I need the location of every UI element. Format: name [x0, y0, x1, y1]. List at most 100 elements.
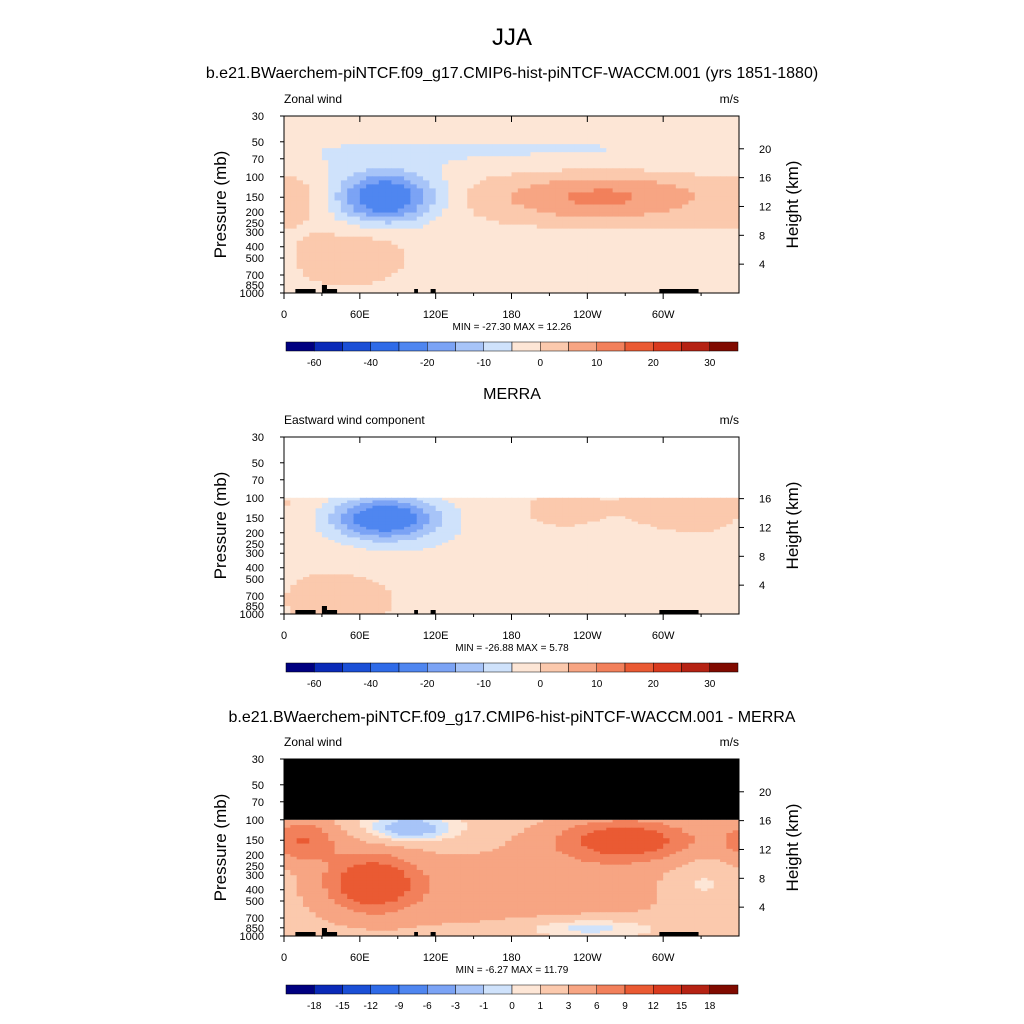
- contour-cell: [562, 276, 569, 282]
- contour-cell: [454, 553, 462, 557]
- contour-cell: [726, 220, 734, 226]
- contour-cell: [505, 276, 513, 282]
- contour-cell: [334, 537, 342, 541]
- contour-cell: [524, 208, 532, 214]
- contour-cell: [467, 248, 475, 254]
- contour-cell: [467, 132, 475, 137]
- contour-cell: [511, 260, 519, 266]
- contour-cell: [574, 244, 582, 250]
- contour-cell: [606, 244, 614, 250]
- contour-cell: [543, 252, 551, 258]
- contour-cell: [366, 553, 374, 557]
- contour-cell: [328, 168, 336, 173]
- contour-cell: [669, 236, 677, 242]
- contour-cell: [410, 224, 418, 230]
- contour-cell: [524, 244, 532, 250]
- contour-cell: [284, 168, 291, 173]
- contour-cell: [720, 526, 727, 531]
- contour-cell: [517, 260, 525, 266]
- contour-cell: [688, 196, 696, 202]
- contour-cell: [669, 212, 677, 218]
- contour-cell: [618, 547, 626, 552]
- contour-cell: [688, 236, 696, 242]
- contour-cell: [435, 555, 443, 560]
- contour-cell: [435, 216, 443, 222]
- contour-cell: [454, 521, 462, 525]
- contour-cell: [581, 513, 588, 517]
- contour-cell: [555, 503, 563, 507]
- contour-cell: [688, 168, 696, 173]
- contour-cell: [549, 236, 557, 242]
- contour-cell: [726, 497, 734, 502]
- contour-cell: [637, 124, 645, 129]
- contour-cell: [441, 252, 449, 258]
- contour-cell: [644, 244, 652, 250]
- contour-cell: [587, 553, 595, 557]
- contour-cell: [599, 555, 607, 560]
- contour-cell: [726, 272, 734, 278]
- contour-cell: [732, 236, 740, 242]
- contour-cell: [663, 534, 671, 538]
- contour-cell: [593, 152, 601, 157]
- contour-cell: [435, 558, 443, 562]
- contour-cell: [720, 547, 727, 552]
- contour-cell: [441, 220, 449, 226]
- contour-cell: [416, 136, 424, 141]
- contour-cell: [309, 124, 317, 129]
- contour-cell: [340, 204, 348, 210]
- contour-cell: [720, 204, 727, 210]
- contour-cell: [416, 172, 424, 177]
- y2-tick-label: 12: [759, 201, 771, 213]
- contour-cell: [713, 547, 721, 552]
- contour-cell: [505, 140, 513, 145]
- contour-cell: [612, 152, 620, 157]
- contour-cell: [593, 252, 601, 258]
- colorbar-box: [455, 341, 484, 352]
- contour-cell: [726, 268, 734, 274]
- contour-cell: [359, 550, 367, 554]
- contour-cell: [410, 510, 418, 515]
- contour-cell: [593, 284, 601, 290]
- contour-cell: [524, 240, 532, 246]
- contour-cell: [688, 216, 696, 222]
- contour-cell: [385, 204, 393, 210]
- contour-cell: [397, 196, 405, 202]
- contour-cell: [397, 228, 405, 234]
- contour-cell: [581, 497, 588, 502]
- contour-cell: [296, 532, 304, 536]
- contour-cell: [524, 558, 532, 562]
- contour-cell: [599, 116, 607, 121]
- contour-cell: [334, 224, 342, 230]
- contour-cell: [397, 558, 405, 562]
- contour-cell: [416, 284, 424, 290]
- contour-cell: [492, 500, 500, 504]
- contour-cell: [448, 288, 456, 294]
- contour-cell: [669, 540, 677, 544]
- contour-cell: [543, 240, 551, 246]
- contour-cell: [467, 120, 475, 125]
- contour-cell: [302, 136, 310, 141]
- contour-cell: [581, 244, 588, 250]
- contour-cell: [524, 284, 532, 290]
- contour-cell: [587, 188, 595, 194]
- contour-cell: [479, 537, 487, 541]
- contour-cell: [347, 228, 355, 234]
- contour-cell: [675, 124, 683, 129]
- contour-cell: [467, 164, 475, 169]
- contour-cell: [315, 288, 323, 294]
- contour-cell: [720, 248, 727, 254]
- contour-cell: [359, 264, 367, 270]
- contour-cell: [675, 524, 683, 528]
- contour-cell: [581, 128, 588, 133]
- contour-cell: [429, 228, 437, 234]
- contour-cell: [448, 521, 456, 525]
- contour-cell: [530, 518, 538, 523]
- contour-cell: [397, 518, 405, 523]
- contour-cell: [315, 550, 323, 554]
- contour-cell: [612, 256, 620, 262]
- contour-cell: [309, 220, 317, 226]
- contour-cell: [656, 244, 664, 250]
- contour-cell: [593, 240, 601, 246]
- contour-cell: [732, 248, 740, 254]
- contour-cell: [625, 500, 633, 504]
